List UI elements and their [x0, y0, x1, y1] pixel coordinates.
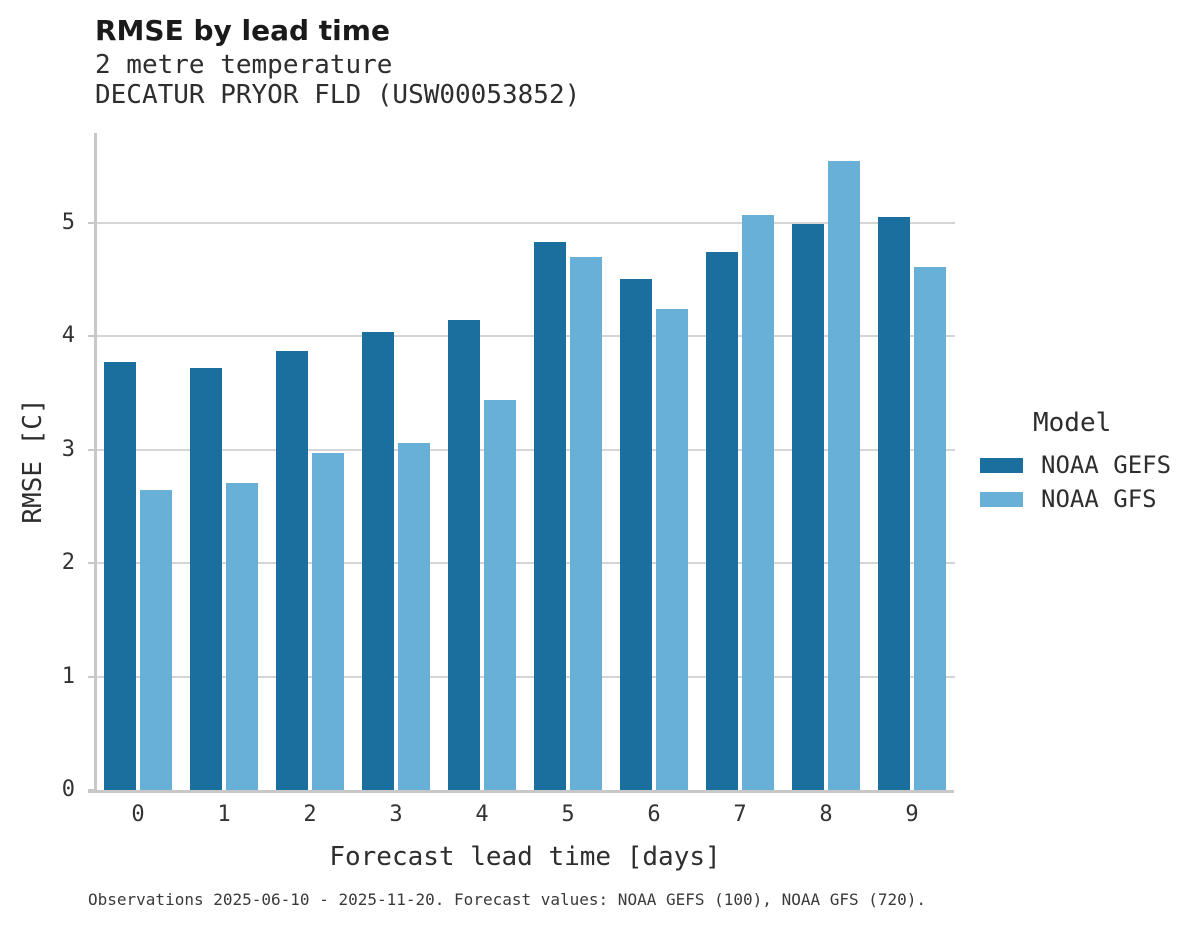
gridline [97, 221, 955, 224]
bar-group-lead-5 [525, 133, 611, 790]
bar-group-lead-9 [869, 133, 955, 790]
gridline [97, 562, 955, 565]
x-tick-label: 5 [561, 802, 575, 827]
x-tick-label: 6 [647, 802, 661, 827]
bar-noaa-gefs-lead-5 [534, 241, 566, 790]
gridline [97, 675, 955, 678]
bar-noaa-gefs-lead-3 [362, 331, 394, 790]
chart-title: RMSE by lead time [95, 14, 390, 47]
x-axis-title: Forecast lead time [days] [329, 842, 721, 872]
legend-title: Model [1033, 408, 1112, 438]
bar-noaa-gfs-lead-4 [484, 399, 516, 790]
legend-label: NOAA GEFS [1041, 451, 1172, 479]
legend-item: NOAA GFS [980, 482, 1171, 516]
gridline [97, 335, 955, 338]
x-tick-label: 3 [389, 802, 403, 827]
y-axis-title: RMSE [C] [18, 398, 48, 524]
bar-group-lead-4 [439, 133, 525, 790]
gridline [97, 448, 955, 451]
legend-swatch-noaa-gefs [980, 457, 1023, 473]
bar-group-lead-8 [783, 133, 869, 790]
bar-noaa-gefs-lead-7 [706, 252, 738, 790]
x-tick-label: 9 [905, 802, 919, 827]
y-tick-mark [88, 221, 94, 224]
bar-noaa-gefs-lead-2 [276, 350, 308, 790]
x-axis-line [88, 790, 954, 793]
x-tick-label: 1 [217, 802, 231, 827]
bar-noaa-gefs-lead-4 [448, 320, 480, 790]
bar-group-lead-0 [95, 133, 181, 790]
caption: Observations 2025-06-10 - 2025-11-20. Fo… [88, 890, 927, 909]
bar-group-lead-1 [181, 133, 267, 790]
x-tick-label: 7 [733, 802, 747, 827]
y-tick-mark [88, 335, 94, 338]
y-tick-mark [88, 675, 94, 678]
bar-noaa-gfs-lead-2 [312, 453, 344, 790]
bars-area [95, 133, 955, 790]
legend: Model NOAA GEFS NOAA GFS [980, 408, 1171, 516]
y-tick-label: 2 [61, 550, 75, 576]
legend-item: NOAA GEFS [980, 448, 1171, 482]
legend-items: NOAA GEFS NOAA GFS [980, 448, 1171, 516]
y-axis-spine [94, 133, 97, 793]
bar-group-lead-6 [611, 133, 697, 790]
bar-group-lead-3 [353, 133, 439, 790]
bar-noaa-gfs-lead-0 [140, 490, 172, 790]
bar-noaa-gfs-lead-8 [828, 161, 860, 790]
y-tick-label: 3 [61, 436, 75, 462]
y-tick-mark [88, 562, 94, 565]
bar-noaa-gefs-lead-8 [792, 223, 824, 790]
bar-noaa-gefs-lead-0 [104, 362, 136, 790]
x-tick-labels: 0 1 2 3 4 5 6 7 8 9 [95, 802, 955, 827]
bar-noaa-gefs-lead-9 [878, 217, 910, 790]
legend-swatch-noaa-gfs [980, 491, 1023, 507]
chart-subtitle-variable: 2 metre temperature [95, 50, 393, 80]
y-tick-label: 4 [61, 323, 75, 349]
bar-group-lead-2 [267, 133, 353, 790]
bar-noaa-gfs-lead-6 [656, 308, 688, 790]
bar-noaa-gfs-lead-5 [570, 256, 602, 790]
x-tick-label: 0 [131, 802, 145, 827]
x-tick-label: 2 [303, 802, 317, 827]
bar-noaa-gfs-lead-9 [914, 266, 946, 790]
y-tick-label: 0 [61, 777, 75, 802]
y-tick-label: 5 [61, 209, 75, 235]
bar-noaa-gfs-lead-3 [398, 442, 430, 790]
y-tick-mark [88, 448, 94, 451]
bar-noaa-gefs-lead-6 [620, 279, 652, 790]
chart-subtitle-station: DECATUR PRYOR FLD (USW00053852) [95, 80, 581, 110]
x-tick-label: 8 [819, 802, 833, 827]
x-tick-label: 4 [475, 802, 489, 827]
bar-group-lead-7 [697, 133, 783, 790]
legend-label: NOAA GFS [1041, 485, 1157, 513]
y-tick-label: 1 [61, 663, 75, 689]
bar-noaa-gefs-lead-1 [190, 367, 222, 790]
bar-noaa-gfs-lead-7 [742, 214, 774, 790]
bar-noaa-gfs-lead-1 [226, 482, 258, 790]
